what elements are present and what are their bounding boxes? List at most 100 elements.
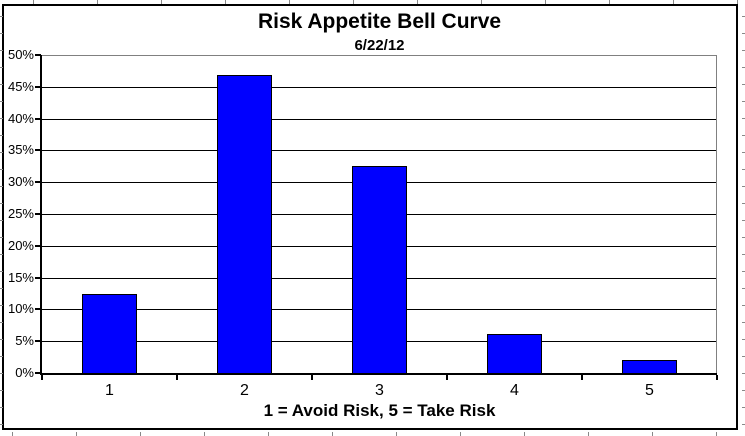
x-axis-tick <box>581 375 583 380</box>
y-tick-label: 20% <box>7 237 34 253</box>
y-gridline <box>42 118 717 120</box>
grid-artifact-tick <box>225 0 226 4</box>
grid-artifact-tick <box>0 254 3 255</box>
grid-artifact-tick <box>0 152 3 153</box>
grid-artifact-tick <box>0 305 3 306</box>
y-axis-tick <box>35 276 41 279</box>
chart-title: Risk Appetite Bell Curve <box>257 10 502 33</box>
grid-artifact-tick <box>0 169 3 170</box>
grid-artifact-tick <box>0 118 3 119</box>
grid-artifact-tick <box>742 16 745 17</box>
grid-artifact-tick <box>588 432 589 436</box>
y-tick-label: 35% <box>7 142 34 158</box>
y-tick-label: 40% <box>7 110 34 126</box>
grid-artifact-tick <box>0 373 3 374</box>
grid-artifact-tick <box>742 220 745 221</box>
x-axis-title: 1 = Avoid Risk, 5 = Take Risk <box>263 401 496 420</box>
x-category-label: 1 <box>105 382 114 399</box>
y-axis-tick <box>35 117 41 120</box>
grid-artifact-tick <box>742 237 745 238</box>
grid-artifact-tick <box>0 288 3 289</box>
grid-artifact-tick <box>737 0 738 4</box>
grid-artifact-tick <box>742 288 745 289</box>
grid-artifact-tick <box>417 0 418 4</box>
y-tick-label: 50% <box>7 47 34 62</box>
grid-artifact-tick <box>742 33 745 34</box>
grid-artifact-tick <box>97 0 98 4</box>
grid-artifact-tick <box>609 0 610 4</box>
grid-artifact-tick <box>33 0 34 4</box>
y-axis-tick <box>35 149 41 152</box>
y-axis-tick <box>35 372 41 374</box>
x-category-label: 5 <box>645 382 654 399</box>
grid-artifact-tick <box>0 33 3 34</box>
grid-artifact-tick <box>353 0 354 4</box>
y-axis-tick <box>35 213 41 215</box>
grid-artifact-tick <box>742 186 745 187</box>
grid-artifact-tick <box>140 432 141 436</box>
x-axis-tick <box>41 375 43 380</box>
y-tick-label: 25% <box>7 206 34 221</box>
x-category-label: 2 <box>240 382 249 399</box>
grid-artifact-tick <box>0 67 3 68</box>
y-gridline <box>42 86 717 88</box>
grid-artifact-tick <box>742 390 745 391</box>
y-axis-tick <box>35 85 41 88</box>
grid-artifact-tick <box>742 101 745 102</box>
grid-artifact-tick <box>742 169 745 170</box>
x-category-label: 3 <box>375 382 384 399</box>
grid-artifact-tick <box>742 118 745 119</box>
bar-category-1 <box>82 294 137 373</box>
y-tick-label: 30% <box>7 174 34 190</box>
y-gridline <box>42 150 717 152</box>
y-tick-label: 5% <box>15 333 34 349</box>
grid-artifact-tick <box>0 186 3 187</box>
grid-artifact-tick <box>742 356 745 357</box>
grid-artifact-tick <box>742 152 745 153</box>
grid-artifact-tick <box>0 101 3 102</box>
y-axis-tick <box>35 308 41 311</box>
bar-category-3 <box>352 165 407 373</box>
grid-artifact-tick <box>742 135 745 136</box>
grid-artifact-tick <box>742 305 745 306</box>
grid-artifact-tick <box>545 0 546 4</box>
grid-artifact-tick <box>268 432 269 436</box>
grid-artifact-tick <box>0 322 3 323</box>
grid-artifact-tick <box>161 0 162 4</box>
y-tick-label: 0% <box>15 365 34 380</box>
grid-artifact-tick <box>742 339 745 340</box>
grid-artifact-tick <box>0 339 3 340</box>
grid-artifact-tick <box>742 271 745 272</box>
grid-artifact-tick <box>742 67 745 68</box>
grid-artifact-tick <box>0 424 3 425</box>
y-tick-label: 15% <box>7 269 34 285</box>
grid-artifact-tick <box>742 424 745 425</box>
y-axis-tick <box>35 244 41 247</box>
y-tick-label: 10% <box>7 301 34 317</box>
grid-artifact-tick <box>742 322 745 323</box>
grid-artifact-tick <box>12 432 13 436</box>
grid-artifact-tick <box>652 432 653 436</box>
grid-artifact-tick <box>0 407 3 408</box>
grid-artifact-tick <box>0 16 3 17</box>
grid-artifact-tick <box>332 432 333 436</box>
grid-artifact-tick <box>0 50 3 51</box>
bar-category-2 <box>217 74 272 373</box>
x-axis-line <box>40 373 717 375</box>
grid-artifact-tick <box>289 0 290 4</box>
y-axis-line <box>40 55 42 375</box>
grid-artifact-tick <box>0 356 3 357</box>
y-axis-tick <box>35 54 41 56</box>
grid-artifact-tick <box>742 407 745 408</box>
grid-artifact-tick <box>0 135 3 136</box>
grid-artifact-tick <box>0 203 3 204</box>
x-category-label: 4 <box>510 382 519 399</box>
grid-artifact-tick <box>204 432 205 436</box>
grid-artifact-tick <box>0 237 3 238</box>
bar-category-4 <box>487 334 542 373</box>
grid-artifact-tick <box>673 0 674 4</box>
grid-artifact-tick <box>716 432 717 436</box>
grid-artifact-tick <box>0 84 3 85</box>
grid-artifact-tick <box>742 203 745 204</box>
